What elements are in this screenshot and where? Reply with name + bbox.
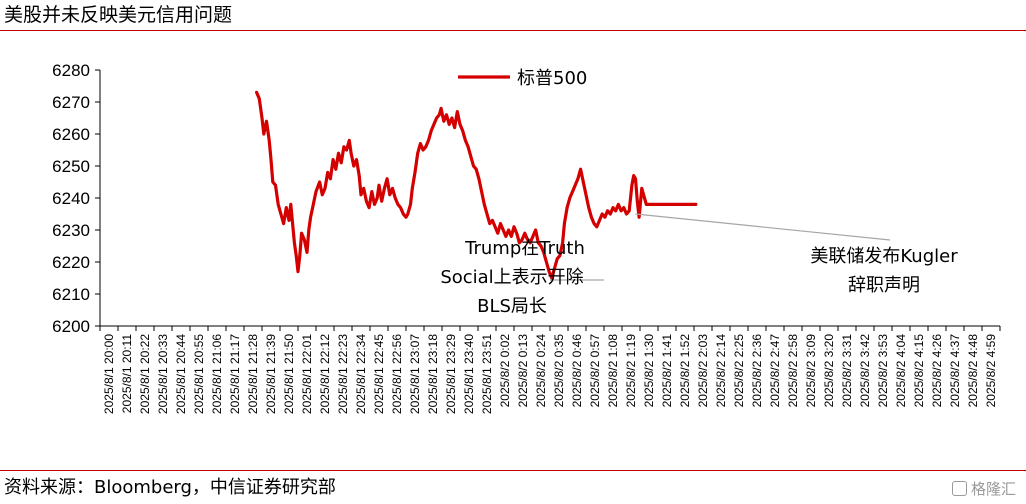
x-tick-label: 2025/8/1 21:28: [246, 334, 260, 414]
watermark-logo-icon: [951, 481, 967, 496]
x-tick-label: 2025/8/1 22:01: [300, 334, 314, 414]
x-tick-label: 2025/8/2 4:26: [930, 334, 944, 408]
annotation-bls-line: Social上表示开除: [440, 267, 583, 288]
annotation-bls-line: BLS局长: [477, 296, 547, 317]
x-tick-label: 2025/8/2 1:52: [678, 334, 692, 408]
annotation-kugler-line: 美联储发布Kugler: [810, 246, 958, 267]
x-tick-label: 2025/8/2 0:13: [516, 334, 530, 408]
x-tick-label: 2025/8/1 23:07: [408, 334, 422, 414]
x-tick-label: 2025/8/2 1:41: [660, 334, 674, 408]
annotation-bls-line: Trump在Truth: [464, 238, 585, 259]
x-tick-label: 2025/8/1 21:06: [210, 334, 224, 414]
y-tick-label: 6280: [52, 61, 90, 80]
y-axis: 6200 6210 6220 6230 6240 6250 6260 6270 6280: [52, 61, 101, 336]
series-layer: [255, 90, 698, 280]
x-tick-label: 2025/8/2 0:46: [570, 334, 584, 408]
y-tick-label: 6200: [52, 317, 90, 336]
x-tick-label: 2025/8/1 23:29: [444, 334, 458, 414]
x-tick-label: 2025/8/2 0:57: [588, 334, 602, 408]
legend-label: 标普500: [517, 68, 587, 89]
x-tick-label: 2025/8/1 20:33: [156, 334, 170, 414]
x-tick-label: 2025/8/1 22:23: [336, 334, 350, 414]
x-tick-label: 2025/8/2 1:08: [606, 334, 620, 408]
y-tick-label: 6240: [52, 189, 90, 208]
x-tick-label: 2025/8/2 3:53: [876, 334, 890, 408]
annotation-layer: Trump在Truth Social上表示开除 BLS局长 美联储发布Kugler 辞职…: [440, 213, 958, 317]
x-tick-label: 2025/8/1 20:55: [192, 334, 206, 414]
x-tick-label: 2025/8/2 4:48: [966, 334, 980, 408]
x-tick-label: 2025/8/2 0:24: [534, 334, 548, 408]
x-tick-label: 2025/8/1 22:45: [372, 334, 386, 414]
x-tick-label: 2025/8/1 23:51: [480, 334, 494, 414]
annotation-leader-kugler: [635, 213, 891, 241]
x-tick-label: 2025/8/2 3:31: [840, 334, 854, 408]
footer-divider: [0, 470, 1026, 471]
x-tick-label: 2025/8/2 2:14: [714, 334, 728, 408]
x-tick-label: 2025/8/2 3:09: [804, 334, 818, 408]
y-tick-label: 6270: [52, 93, 90, 112]
title-divider: [0, 30, 1026, 31]
x-tick-label: 2025/8/2 2:58: [786, 334, 800, 408]
x-axis: 2025/8/1 20:00 2025/8/1 20:11 2025/8/1 20:…: [99, 325, 1001, 414]
x-tick-label: 2025/8/1 22:12: [318, 334, 332, 414]
watermark-text: 格隆汇: [970, 480, 1016, 498]
source-note: 资料来源：Bloomberg，中信证券研究部: [4, 477, 336, 498]
x-tick-label: 2025/8/2 3:42: [858, 334, 872, 408]
x-tick-label: 2025/8/2 0:35: [552, 334, 566, 408]
x-tick-label: 2025/8/2 4:15: [912, 334, 926, 408]
x-tick-label: 2025/8/2 0:02: [498, 334, 512, 408]
x-tick-label: 2025/8/1 20:11: [120, 334, 134, 414]
x-tick-label: 2025/8/2 4:59: [984, 334, 998, 408]
page-title: 美股并未反映美元信用问题: [4, 4, 233, 26]
watermark: 格隆汇: [951, 478, 1016, 499]
x-tick-label: 2025/8/2 3:20: [822, 334, 836, 408]
x-tick-label: 2025/8/2 4:37: [948, 334, 962, 408]
x-tick-label: 2025/8/1 21:50: [282, 334, 296, 414]
x-tick-label: 2025/8/2 2:25: [732, 334, 746, 408]
x-tick-label: 2025/8/2 2:47: [768, 334, 782, 408]
y-tick-label: 6210: [52, 285, 90, 304]
x-tick-label: 2025/8/1 20:22: [138, 334, 152, 414]
x-tick-label: 2025/8/2 1:19: [624, 334, 638, 408]
y-tick-label: 6260: [52, 125, 90, 144]
x-tick-label: 2025/8/1 20:44: [174, 334, 188, 414]
x-tick-label: 2025/8/1 23:18: [426, 334, 440, 414]
x-tick-label: 2025/8/2 2:36: [750, 334, 764, 408]
annotation-kugler-line: 辞职声明: [848, 275, 920, 296]
series-line-sp500: [255, 90, 698, 280]
y-tick-label: 6230: [52, 221, 90, 240]
x-tick-label: 2025/8/1 23:40: [462, 334, 476, 414]
x-tick-label: 2025/8/2 4:04: [894, 334, 908, 408]
x-tick-label: 2025/8/1 21:39: [264, 334, 278, 414]
x-tick-label: 2025/8/1 20:00: [102, 334, 116, 414]
x-tick-label: 2025/8/1 21:17: [228, 334, 242, 414]
y-tick-label: 6250: [52, 157, 90, 176]
x-tick-label: 2025/8/2 1:30: [642, 334, 656, 408]
x-tick-label: 2025/8/1 22:56: [390, 334, 404, 414]
x-tick-label: 2025/8/1 22:34: [354, 334, 368, 414]
legend: 标普500: [458, 68, 587, 89]
x-tick-label: 2025/8/2 2:03: [696, 334, 710, 408]
y-tick-label: 6220: [52, 253, 90, 272]
